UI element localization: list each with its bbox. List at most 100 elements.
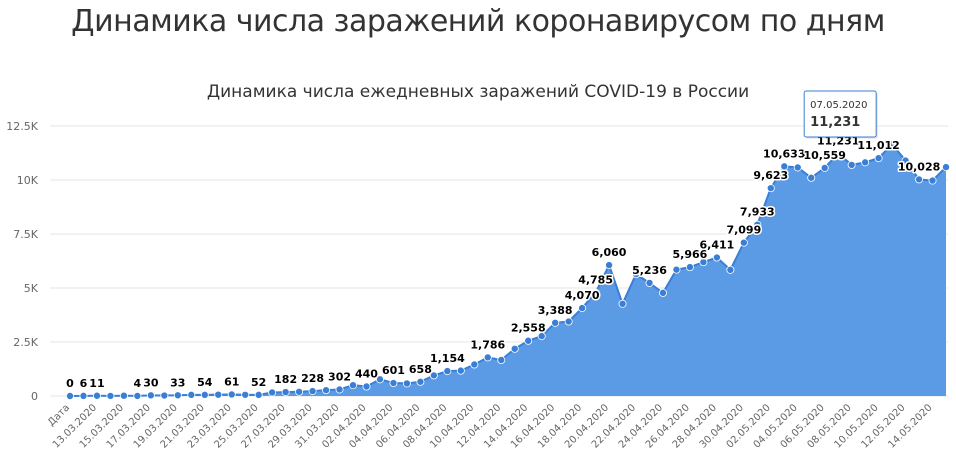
tooltip-date: 07.05.2020 [810, 100, 867, 111]
data-point[interactable] [712, 253, 721, 262]
series-area [70, 144, 946, 396]
data-label: 6 [80, 377, 88, 390]
tooltip-box [803, 90, 877, 138]
data-label: 11 [89, 377, 104, 390]
data-points[interactable] [66, 140, 951, 400]
data-point[interactable] [753, 220, 762, 229]
data-point[interactable] [928, 176, 937, 185]
data-point[interactable] [915, 175, 924, 184]
data-point[interactable] [146, 391, 155, 400]
data-point[interactable] [874, 154, 883, 163]
data-label: 5,966 [673, 248, 708, 261]
data-point[interactable] [322, 386, 331, 395]
data-point[interactable] [618, 299, 627, 308]
data-point[interactable] [578, 304, 587, 313]
data-point[interactable] [483, 353, 492, 362]
data-label: 52 [251, 376, 266, 389]
data-point[interactable] [699, 258, 708, 267]
data-label: 1,786 [470, 338, 505, 351]
data-point[interactable] [847, 160, 856, 169]
data-label: 4,785 [578, 274, 613, 287]
data-point[interactable] [807, 173, 816, 182]
data-point[interactable] [605, 261, 614, 270]
data-point[interactable] [241, 390, 250, 399]
data-point[interactable] [79, 391, 88, 400]
tooltip-value: 11,231 [810, 115, 860, 130]
data-label: 7,933 [740, 206, 775, 219]
data-point[interactable] [362, 382, 371, 391]
data-point[interactable] [632, 270, 641, 279]
data-point[interactable] [739, 238, 748, 247]
data-point[interactable] [335, 385, 344, 394]
data-point[interactable] [389, 379, 398, 388]
data-point[interactable] [160, 391, 169, 400]
data-point[interactable] [349, 381, 358, 390]
data-point[interactable] [591, 288, 600, 297]
data-label: 61 [224, 375, 239, 388]
data-point[interactable] [537, 332, 546, 341]
data-point[interactable] [861, 158, 870, 167]
data-point[interactable] [200, 390, 209, 399]
data-point[interactable] [551, 318, 560, 327]
data-label: 10,028 [898, 160, 940, 173]
data-point[interactable] [173, 391, 182, 400]
data-point[interactable] [66, 391, 75, 400]
data-point[interactable] [726, 265, 735, 274]
data-label: 228 [301, 372, 324, 385]
data-point[interactable] [429, 371, 438, 380]
data-point[interactable] [133, 391, 142, 400]
data-point[interactable] [685, 263, 694, 272]
data-point[interactable] [443, 367, 452, 376]
data-point[interactable] [268, 388, 277, 397]
data-point[interactable] [564, 317, 573, 326]
data-point[interactable] [510, 344, 519, 353]
data-point[interactable] [888, 140, 897, 149]
data-label: 10,633 [763, 147, 805, 160]
data-point[interactable] [214, 390, 223, 399]
data-label: 6,060 [592, 246, 627, 259]
data-point[interactable] [227, 390, 236, 399]
data-point[interactable] [119, 391, 128, 400]
data-point[interactable] [672, 265, 681, 274]
data-label: 30 [143, 376, 159, 389]
data-point[interactable] [106, 391, 115, 400]
data-point[interactable] [901, 156, 910, 165]
data-point[interactable] [497, 355, 506, 364]
data-point[interactable] [658, 288, 667, 297]
data-point[interactable] [187, 390, 196, 399]
data-label: 33 [170, 376, 185, 389]
data-label: 440 [355, 367, 378, 380]
data-point[interactable] [416, 377, 425, 386]
data-point[interactable] [470, 360, 479, 369]
data-label: 9,623 [753, 169, 788, 182]
data-point[interactable] [942, 163, 951, 172]
data-label: 4 [134, 377, 142, 390]
page-title: Динамика числа заражений коронавирусом п… [71, 4, 885, 39]
data-point[interactable] [766, 184, 775, 193]
data-point[interactable] [834, 149, 843, 158]
data-point[interactable] [780, 162, 789, 171]
data-point[interactable] [295, 387, 304, 396]
data-label: 658 [409, 363, 432, 376]
data-point[interactable] [524, 336, 533, 345]
data-point[interactable] [402, 379, 411, 388]
data-point[interactable] [645, 278, 654, 287]
data-point[interactable] [456, 366, 465, 375]
y-tick-label: 0 [31, 390, 38, 403]
data-label: 10,559 [803, 149, 845, 162]
data-point[interactable] [820, 163, 829, 172]
y-tick-label: 5K [24, 282, 39, 295]
data-label: 302 [328, 370, 351, 383]
data-label: 7,099 [726, 224, 761, 237]
data-point[interactable] [793, 163, 802, 172]
area-series [69, 142, 947, 397]
x-axis-ticks: Дата13.03.202015.03.202017.03.202019.03.… [46, 402, 935, 450]
data-point[interactable] [308, 387, 317, 396]
data-label: 601 [382, 364, 405, 377]
data-point[interactable] [281, 388, 290, 397]
data-point[interactable] [92, 391, 101, 400]
data-point[interactable] [375, 375, 384, 384]
data-point[interactable] [254, 390, 263, 399]
